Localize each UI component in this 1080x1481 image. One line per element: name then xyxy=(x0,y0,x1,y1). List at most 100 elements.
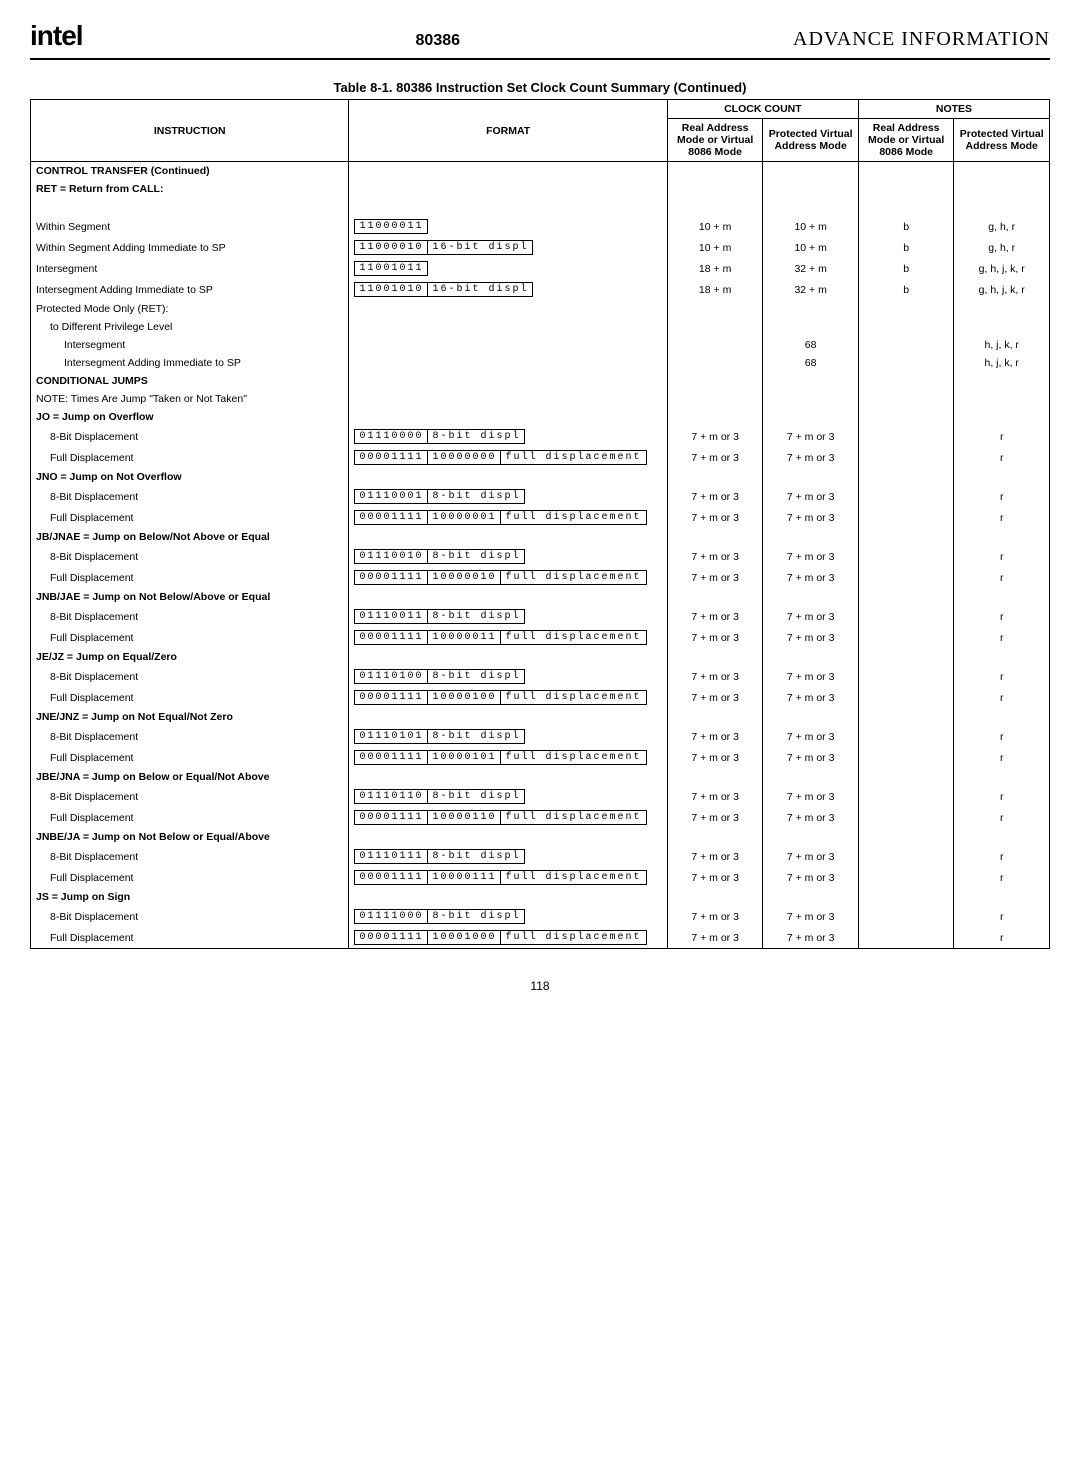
clock-real-cell: 7 + m or 3 xyxy=(667,507,763,528)
notes-prot-cell xyxy=(954,768,1050,786)
opcode-box: 10000011 xyxy=(427,630,501,645)
table-row: 8-Bit Displacement011100008-bit displ7 +… xyxy=(31,426,1050,447)
opcode-box: 01110011 xyxy=(354,609,428,624)
table-row: Intersegment Adding Immediate to SP68h, … xyxy=(31,354,1050,372)
clock-real-cell xyxy=(667,336,763,354)
instruction-cell: JB/JNAE = Jump on Below/Not Above or Equ… xyxy=(31,528,349,546)
opcode-box: 16-bit displ xyxy=(427,240,533,255)
instruction-cell: JBE/JNA = Jump on Below or Equal/Not Abo… xyxy=(31,768,349,786)
instruction-label: Full Displacement xyxy=(36,932,133,944)
instruction-table: INSTRUCTION FORMAT CLOCK COUNT NOTES Rea… xyxy=(30,99,1050,949)
format-cell: 011100108-bit displ xyxy=(349,546,667,567)
notes-prot-cell xyxy=(954,468,1050,486)
table-row: JNE/JNZ = Jump on Not Equal/Not Zero xyxy=(31,708,1050,726)
intel-logo: intel xyxy=(30,20,83,52)
instruction-cell: CONDITIONAL JUMPS xyxy=(31,372,349,390)
notes-real-cell xyxy=(858,528,954,546)
clock-prot-cell xyxy=(763,468,859,486)
clock-prot-cell: 7 + m or 3 xyxy=(763,567,859,588)
clock-real-cell xyxy=(667,768,763,786)
clock-real-cell xyxy=(667,162,763,181)
format-cell: 011110008-bit displ xyxy=(349,906,667,927)
notes-real-cell xyxy=(858,807,954,828)
th-instruction: INSTRUCTION xyxy=(31,100,349,162)
clock-prot-cell xyxy=(763,318,859,336)
page-header: intel 80386 ADVANCE INFORMATION xyxy=(30,20,1050,60)
clock-prot-cell: 10 + m xyxy=(763,237,859,258)
clock-real-cell: 10 + m xyxy=(667,216,763,237)
instruction-cell: Full Displacement xyxy=(31,807,349,828)
table-row: 8-Bit Displacement011100118-bit displ7 +… xyxy=(31,606,1050,627)
clock-real-cell: 7 + m or 3 xyxy=(667,666,763,687)
instruction-cell: 8-Bit Displacement xyxy=(31,906,349,927)
opcode-box: full displacement xyxy=(500,510,646,525)
instruction-cell xyxy=(31,198,349,216)
notes-prot-cell: r xyxy=(954,426,1050,447)
instruction-label: JBE/JNA = Jump on Below or Equal/Not Abo… xyxy=(36,771,269,783)
instruction-cell: Full Displacement xyxy=(31,927,349,949)
opcode-box: full displacement xyxy=(500,810,646,825)
instruction-label: JE/JZ = Jump on Equal/Zero xyxy=(36,651,177,663)
notes-real-cell xyxy=(858,666,954,687)
instruction-cell: Within Segment Adding Immediate to SP xyxy=(31,237,349,258)
table-row: 8-Bit Displacement011101108-bit displ7 +… xyxy=(31,786,1050,807)
opcode-box: full displacement xyxy=(500,630,646,645)
format-cell xyxy=(349,828,667,846)
format-cell xyxy=(349,198,667,216)
clock-real-cell xyxy=(667,390,763,408)
clock-prot-cell: 7 + m or 3 xyxy=(763,546,859,567)
clock-prot-cell xyxy=(763,708,859,726)
clock-prot-cell xyxy=(763,408,859,426)
instruction-label: JNO = Jump on Not Overflow xyxy=(36,471,182,483)
clock-prot-cell: 68 xyxy=(763,354,859,372)
clock-real-cell: 7 + m or 3 xyxy=(667,447,763,468)
instruction-label: 8-Bit Displacement xyxy=(36,551,138,563)
table-row: Full Displacement0000111110000011full di… xyxy=(31,627,1050,648)
format-cell xyxy=(349,528,667,546)
notes-prot-cell xyxy=(954,162,1050,181)
opcode-box: 01110100 xyxy=(354,669,428,684)
notes-real-cell xyxy=(858,708,954,726)
format-cell: 0000111110000111full displacement xyxy=(349,867,667,888)
table-row: CONTROL TRANSFER (Continued) xyxy=(31,162,1050,181)
notes-prot-cell: r xyxy=(954,747,1050,768)
table-row: JBE/JNA = Jump on Below or Equal/Not Abo… xyxy=(31,768,1050,786)
opcode-box: 00001111 xyxy=(354,870,428,885)
instruction-cell: Full Displacement xyxy=(31,867,349,888)
clock-real-cell: 7 + m or 3 xyxy=(667,687,763,708)
opcode-box: 10000101 xyxy=(427,750,501,765)
format-cell xyxy=(349,888,667,906)
notes-prot-cell: r xyxy=(954,846,1050,867)
clock-prot-cell: 32 + m xyxy=(763,258,859,279)
opcode-box: 11001010 xyxy=(354,282,428,297)
format-cell xyxy=(349,336,667,354)
clock-prot-cell: 32 + m xyxy=(763,279,859,300)
instruction-cell: JO = Jump on Overflow xyxy=(31,408,349,426)
format-cell: 0000111110000011full displacement xyxy=(349,627,667,648)
notes-real-cell xyxy=(858,927,954,949)
instruction-cell: Within Segment xyxy=(31,216,349,237)
opcode-box: full displacement xyxy=(500,870,646,885)
opcode-box: full displacement xyxy=(500,690,646,705)
format-cell: 1100001016-bit displ xyxy=(349,237,667,258)
clock-prot-cell xyxy=(763,198,859,216)
th-real-mode-clock: Real Address Mode or Virtual 8086 Mode xyxy=(667,119,763,162)
opcode-box: 10000110 xyxy=(427,810,501,825)
table-row: JB/JNAE = Jump on Below/Not Above or Equ… xyxy=(31,528,1050,546)
clock-prot-cell: 7 + m or 3 xyxy=(763,426,859,447)
instruction-label: 8-Bit Displacement xyxy=(36,491,138,503)
opcode-box: 10000111 xyxy=(427,870,501,885)
clock-prot-cell xyxy=(763,372,859,390)
opcode-box: 00001111 xyxy=(354,750,428,765)
instruction-label: 8-Bit Displacement xyxy=(36,731,138,743)
opcode-box: 8-bit displ xyxy=(427,909,525,924)
format-cell: 0000111110000001full displacement xyxy=(349,507,667,528)
opcode-box: full displacement xyxy=(500,750,646,765)
clock-real-cell: 7 + m or 3 xyxy=(667,846,763,867)
notes-real-cell xyxy=(858,336,954,354)
notes-real-cell xyxy=(858,768,954,786)
clock-real-cell xyxy=(667,468,763,486)
notes-prot-cell: r xyxy=(954,906,1050,927)
clock-prot-cell: 68 xyxy=(763,336,859,354)
opcode-box: 10000000 xyxy=(427,450,501,465)
